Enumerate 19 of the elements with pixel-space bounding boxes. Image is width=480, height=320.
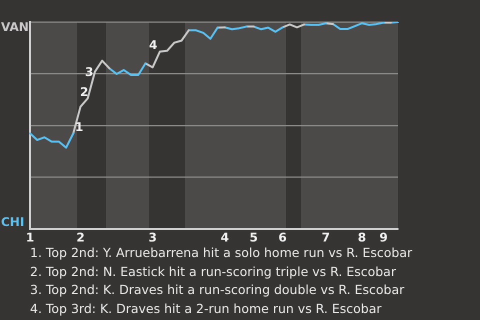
x-tick-label: 8 (358, 230, 366, 244)
x-tick-label: 9 (379, 230, 388, 244)
text: 3. Top 2nd: K. Draves hit a run-scoring double vs R. Escobar (30, 281, 406, 299)
annotation: 3 (85, 65, 94, 79)
x-tick-label: 4 (220, 230, 230, 244)
x-tick-label: 1 (26, 230, 34, 244)
text: 2. Top 2nd: N. Eastick hit a run-scoring triple vs R. Escobar (30, 262, 397, 281)
annotation: 4 (149, 38, 158, 52)
x-tick-label: 6 (278, 230, 287, 244)
annotation: 2 (80, 85, 88, 99)
text: VAN (1, 20, 29, 34)
x-tick-label: 2 (76, 230, 85, 244)
text: CHI (1, 215, 24, 229)
text: 1. Top 2nd: Y. Arruebarrena hit a solo home run vs R. Escobar (30, 244, 412, 262)
x-tick-label: 3 (148, 230, 157, 244)
x-tick-label: 7 (322, 230, 330, 244)
annotation: 1 (75, 120, 84, 134)
text: 4. Top 3rd: K. Draves hit a 2-run home run vs R. Escobar (30, 300, 383, 318)
x-tick-label: 5 (250, 230, 258, 244)
